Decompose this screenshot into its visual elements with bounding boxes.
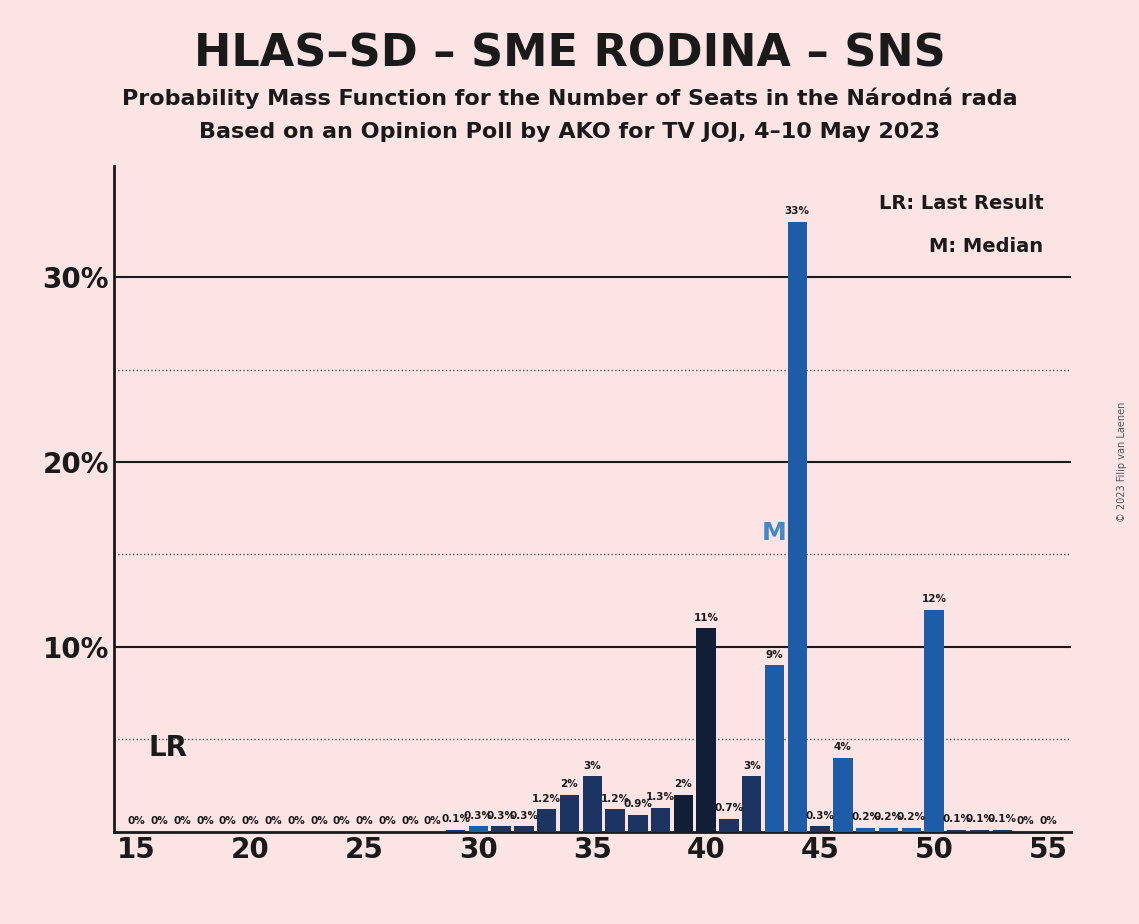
- Text: 0%: 0%: [196, 816, 214, 826]
- Bar: [514, 826, 533, 832]
- Text: LR: LR: [148, 735, 187, 762]
- Bar: [582, 776, 601, 832]
- Text: 2%: 2%: [674, 779, 693, 789]
- Text: 4%: 4%: [834, 742, 852, 752]
- Text: 0.1%: 0.1%: [441, 814, 470, 824]
- Bar: [857, 828, 875, 832]
- Bar: [743, 776, 761, 832]
- Text: 1.2%: 1.2%: [532, 794, 562, 804]
- Bar: [811, 826, 829, 832]
- Text: 2%: 2%: [560, 779, 579, 789]
- Bar: [673, 795, 693, 832]
- Text: 0%: 0%: [1016, 816, 1034, 826]
- Bar: [560, 795, 580, 832]
- Bar: [993, 830, 1013, 832]
- Text: 1.2%: 1.2%: [600, 794, 630, 804]
- Text: 0%: 0%: [310, 816, 328, 826]
- Text: M: M: [762, 521, 787, 545]
- Text: 0.3%: 0.3%: [509, 810, 539, 821]
- Bar: [924, 610, 943, 832]
- Text: 0.1%: 0.1%: [988, 814, 1017, 824]
- Text: LR: Last Result: LR: Last Result: [878, 194, 1043, 213]
- Bar: [469, 826, 487, 832]
- Bar: [652, 808, 670, 832]
- Text: 0%: 0%: [173, 816, 191, 826]
- Bar: [445, 830, 465, 832]
- Text: 0.1%: 0.1%: [965, 814, 994, 824]
- Text: 0.2%: 0.2%: [874, 812, 903, 822]
- Text: 3%: 3%: [743, 760, 761, 771]
- Bar: [834, 758, 852, 832]
- Text: 0.2%: 0.2%: [851, 812, 880, 822]
- Text: 0.3%: 0.3%: [486, 810, 516, 821]
- Text: 0%: 0%: [378, 816, 396, 826]
- Bar: [970, 830, 989, 832]
- Text: 33%: 33%: [785, 206, 810, 216]
- Text: 0%: 0%: [1039, 816, 1057, 826]
- Text: 0%: 0%: [424, 816, 442, 826]
- Text: 0.7%: 0.7%: [714, 803, 744, 813]
- Text: 11%: 11%: [694, 613, 719, 623]
- Text: HLAS–SD – SME RODINA – SNS: HLAS–SD – SME RODINA – SNS: [194, 32, 945, 76]
- Text: 0.2%: 0.2%: [896, 812, 926, 822]
- Text: 0%: 0%: [287, 816, 305, 826]
- Text: 0%: 0%: [150, 816, 169, 826]
- Text: 0%: 0%: [219, 816, 237, 826]
- Text: 0%: 0%: [264, 816, 282, 826]
- Bar: [697, 628, 716, 832]
- Text: 0%: 0%: [401, 816, 419, 826]
- Bar: [629, 815, 647, 832]
- Text: Probability Mass Function for the Number of Seats in the Národná rada: Probability Mass Function for the Number…: [122, 88, 1017, 109]
- Bar: [947, 830, 966, 832]
- Text: Based on an Opinion Poll by AKO for TV JOJ, 4–10 May 2023: Based on an Opinion Poll by AKO for TV J…: [199, 122, 940, 142]
- Text: 1.3%: 1.3%: [646, 792, 675, 802]
- Text: 0.3%: 0.3%: [464, 810, 493, 821]
- Bar: [765, 665, 784, 832]
- Bar: [720, 819, 739, 832]
- Text: 0%: 0%: [241, 816, 260, 826]
- Text: 0.3%: 0.3%: [805, 810, 835, 821]
- Text: 0%: 0%: [355, 816, 374, 826]
- Text: © 2023 Filip van Laenen: © 2023 Filip van Laenen: [1117, 402, 1126, 522]
- Text: 0%: 0%: [128, 816, 146, 826]
- Text: 9%: 9%: [765, 650, 784, 660]
- Bar: [787, 222, 806, 832]
- Text: 12%: 12%: [921, 594, 947, 604]
- Bar: [901, 828, 920, 832]
- Text: M: Median: M: Median: [929, 237, 1043, 256]
- Bar: [538, 809, 557, 832]
- Text: 0.9%: 0.9%: [623, 799, 653, 809]
- Text: 3%: 3%: [583, 760, 601, 771]
- Bar: [491, 826, 510, 832]
- Bar: [879, 828, 898, 832]
- Bar: [606, 809, 625, 832]
- Text: 0%: 0%: [333, 816, 351, 826]
- Text: 0.1%: 0.1%: [942, 814, 972, 824]
